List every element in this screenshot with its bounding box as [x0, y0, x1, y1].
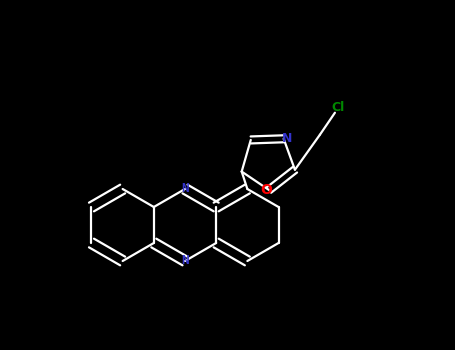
Text: Cl: Cl: [331, 101, 344, 114]
Text: N: N: [181, 254, 189, 267]
Text: N: N: [181, 182, 189, 196]
Text: O: O: [260, 183, 272, 197]
Text: N: N: [282, 132, 292, 145]
